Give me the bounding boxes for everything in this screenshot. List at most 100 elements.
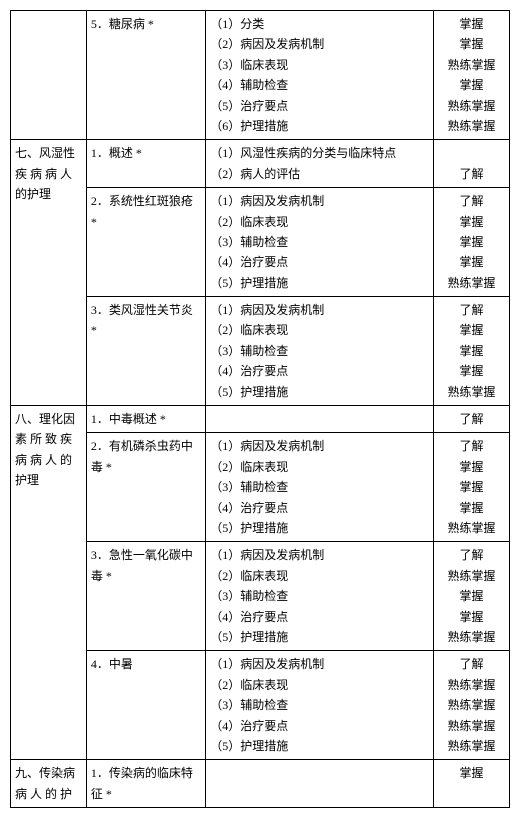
col-topic: 1．传染病的临床特征 * <box>86 760 205 808</box>
requirement-item: 了解 <box>438 191 505 211</box>
col-requirement: 了解掌握掌握掌握熟练掌握 <box>434 297 510 406</box>
content-item: （3）临床表现 <box>210 55 429 75</box>
content-item: （3）辅助检查 <box>210 232 429 252</box>
requirement-item: 了解 <box>438 436 505 456</box>
requirement-item: 熟练掌握 <box>438 55 505 75</box>
content-item: （4）治疗要点 <box>210 361 429 381</box>
requirement-item: 掌握 <box>438 232 505 252</box>
content-item: （1）病因及发病机制 <box>210 436 429 456</box>
content-item: （5）护理措施 <box>210 627 429 647</box>
col-content: （1）病因及发病机制（2）临床表现（3）辅助检查（4）治疗要点（5）护理措施 <box>206 651 434 760</box>
requirement-item: 熟练掌握 <box>438 736 505 756</box>
requirement-item: 熟练掌握 <box>438 96 505 116</box>
col-content: （1）分类（2）病因及发病机制（3）临床表现（4）辅助检查（5）治疗要点（6）护… <box>206 11 434 140</box>
content-item: （4）辅助检查 <box>210 75 429 95</box>
table-row: 七、风湿性疾 病 病 人的护理1．概述 *（1）风湿性疾病的分类与临床特点（2）… <box>11 140 510 188</box>
col-requirement: 了解熟练掌握熟练掌握熟练掌握熟练掌握 <box>434 651 510 760</box>
requirement-item: 熟练掌握 <box>438 518 505 538</box>
col-topic: 3．类风湿性关节炎 * <box>86 297 205 406</box>
content-item: （3）辅助检查 <box>210 586 429 606</box>
requirement-item: 掌握 <box>438 477 505 497</box>
table-row: 5．糖尿病 *（1）分类（2）病因及发病机制（3）临床表现（4）辅助检查（5）治… <box>11 11 510 140</box>
content-item: （2）临床表现 <box>210 566 429 586</box>
col-requirement: 了解 <box>434 140 510 188</box>
requirement-item: 掌握 <box>438 763 505 783</box>
col-content: （1）病因及发病机制（2）临床表现（3）辅助检查（4）治疗要点（5）护理措施 <box>206 297 434 406</box>
requirement-item: 掌握 <box>438 320 505 340</box>
content-item: （5）护理措施 <box>210 382 429 402</box>
col-chapter: 七、风湿性疾 病 病 人的护理 <box>11 140 87 406</box>
content-item: （4）治疗要点 <box>210 716 429 736</box>
requirement-item: 掌握 <box>438 212 505 232</box>
requirement-item: 掌握 <box>438 252 505 272</box>
content-item: （3）辅助检查 <box>210 695 429 715</box>
col-content: （1）病因及发病机制（2）临床表现（3）辅助检查（4）治疗要点（5）护理措施 <box>206 188 434 297</box>
col-requirement: 掌握 <box>434 760 510 808</box>
col-topic: 3．急性一氧化碳中毒 * <box>86 542 205 651</box>
content-item: （2）病人的评估 <box>210 164 429 184</box>
requirement-item: 熟练掌握 <box>438 675 505 695</box>
content-item: （2）临床表现 <box>210 320 429 340</box>
syllabus-table: 5．糖尿病 *（1）分类（2）病因及发病机制（3）临床表现（4）辅助检查（5）治… <box>10 10 510 808</box>
content-item: （1）病因及发病机制 <box>210 545 429 565</box>
col-requirement: 掌握掌握熟练掌握掌握熟练掌握熟练掌握 <box>434 11 510 140</box>
table-row: 八、理化因素 所 致 疾病 病 人 的护理1．中毒概述 *了解 <box>11 406 510 433</box>
content-item: （5）护理措施 <box>210 736 429 756</box>
requirement-item: 掌握 <box>438 14 505 34</box>
col-topic: 5．糖尿病 * <box>86 11 205 140</box>
col-requirement: 了解掌握掌握掌握熟练掌握 <box>434 188 510 297</box>
content-item: （3）辅助检查 <box>210 477 429 497</box>
requirement-item: 熟练掌握 <box>438 695 505 715</box>
requirement-item: 熟练掌握 <box>438 116 505 136</box>
requirement-item: 掌握 <box>438 607 505 627</box>
col-chapter <box>11 11 87 140</box>
col-content <box>206 406 434 433</box>
requirement-item: 掌握 <box>438 586 505 606</box>
col-content: （1）病因及发病机制（2）临床表现（3）辅助检查（4）治疗要点（5）护理措施 <box>206 433 434 542</box>
content-item: （3）辅助检查 <box>210 341 429 361</box>
col-topic: 2．有机磷杀虫药中毒 * <box>86 433 205 542</box>
content-item: （4）治疗要点 <box>210 498 429 518</box>
content-item: （2）临床表现 <box>210 457 429 477</box>
requirement-item: 掌握 <box>438 361 505 381</box>
content-item: （4）治疗要点 <box>210 607 429 627</box>
requirement-item: 熟练掌握 <box>438 273 505 293</box>
content-item: （5）治疗要点 <box>210 96 429 116</box>
requirement-item: 熟练掌握 <box>438 382 505 402</box>
requirement-item: 掌握 <box>438 498 505 518</box>
requirement-item <box>438 143 505 163</box>
col-content: （1）风湿性疾病的分类与临床特点（2）病人的评估 <box>206 140 434 188</box>
col-requirement: 了解熟练掌握掌握掌握熟练掌握 <box>434 542 510 651</box>
requirement-item: 掌握 <box>438 75 505 95</box>
col-topic: 1．中毒概述 * <box>86 406 205 433</box>
col-requirement: 了解 <box>434 406 510 433</box>
requirement-item: 熟练掌握 <box>438 627 505 647</box>
content-item: （1）分类 <box>210 14 429 34</box>
col-requirement: 了解掌握掌握掌握熟练掌握 <box>434 433 510 542</box>
requirement-item: 掌握 <box>438 34 505 54</box>
content-item: （1）病因及发病机制 <box>210 191 429 211</box>
requirement-item: 掌握 <box>438 341 505 361</box>
content-item: （6）护理措施 <box>210 116 429 136</box>
col-chapter: 八、理化因素 所 致 疾病 病 人 的护理 <box>11 406 87 760</box>
requirement-item: 了解 <box>438 409 505 429</box>
content-item: （2）临床表现 <box>210 675 429 695</box>
requirement-item: 了解 <box>438 545 505 565</box>
content-item: （1）风湿性疾病的分类与临床特点 <box>210 143 429 163</box>
col-topic: 1．概述 * <box>86 140 205 188</box>
content-item: （1）病因及发病机制 <box>210 300 429 320</box>
col-content <box>206 760 434 808</box>
requirement-item: 了解 <box>438 654 505 674</box>
col-content: （1）病因及发病机制（2）临床表现（3）辅助检查（4）治疗要点（5）护理措施 <box>206 542 434 651</box>
content-item: （5）护理措施 <box>210 518 429 538</box>
content-item: （1）病因及发病机制 <box>210 654 429 674</box>
content-item: （2）临床表现 <box>210 212 429 232</box>
content-item: （4）治疗要点 <box>210 252 429 272</box>
col-chapter: 九、传染病病 人 的 护 <box>11 760 87 808</box>
requirement-item: 熟练掌握 <box>438 716 505 736</box>
requirement-item: 了解 <box>438 164 505 184</box>
col-topic: 4．中暑 <box>86 651 205 760</box>
col-topic: 2．系统性红斑狼疮 * <box>86 188 205 297</box>
content-item: （5）护理措施 <box>210 273 429 293</box>
requirement-item: 了解 <box>438 300 505 320</box>
